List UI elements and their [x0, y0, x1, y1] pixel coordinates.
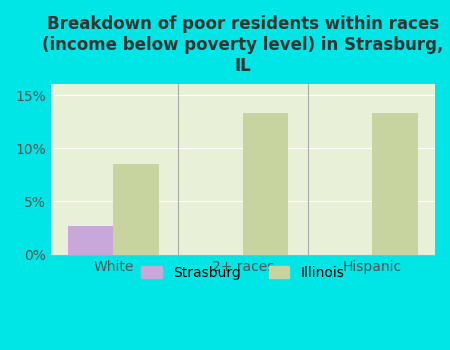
Bar [372, 113, 418, 255]
Bar [68, 226, 113, 255]
Bar [243, 113, 288, 255]
Legend: Strasburg, Illinois: Strasburg, Illinois [135, 260, 350, 285]
Title: Breakdown of poor residents within races
(income below poverty level) in Strasbu: Breakdown of poor residents within races… [42, 15, 444, 75]
Bar [113, 164, 159, 255]
